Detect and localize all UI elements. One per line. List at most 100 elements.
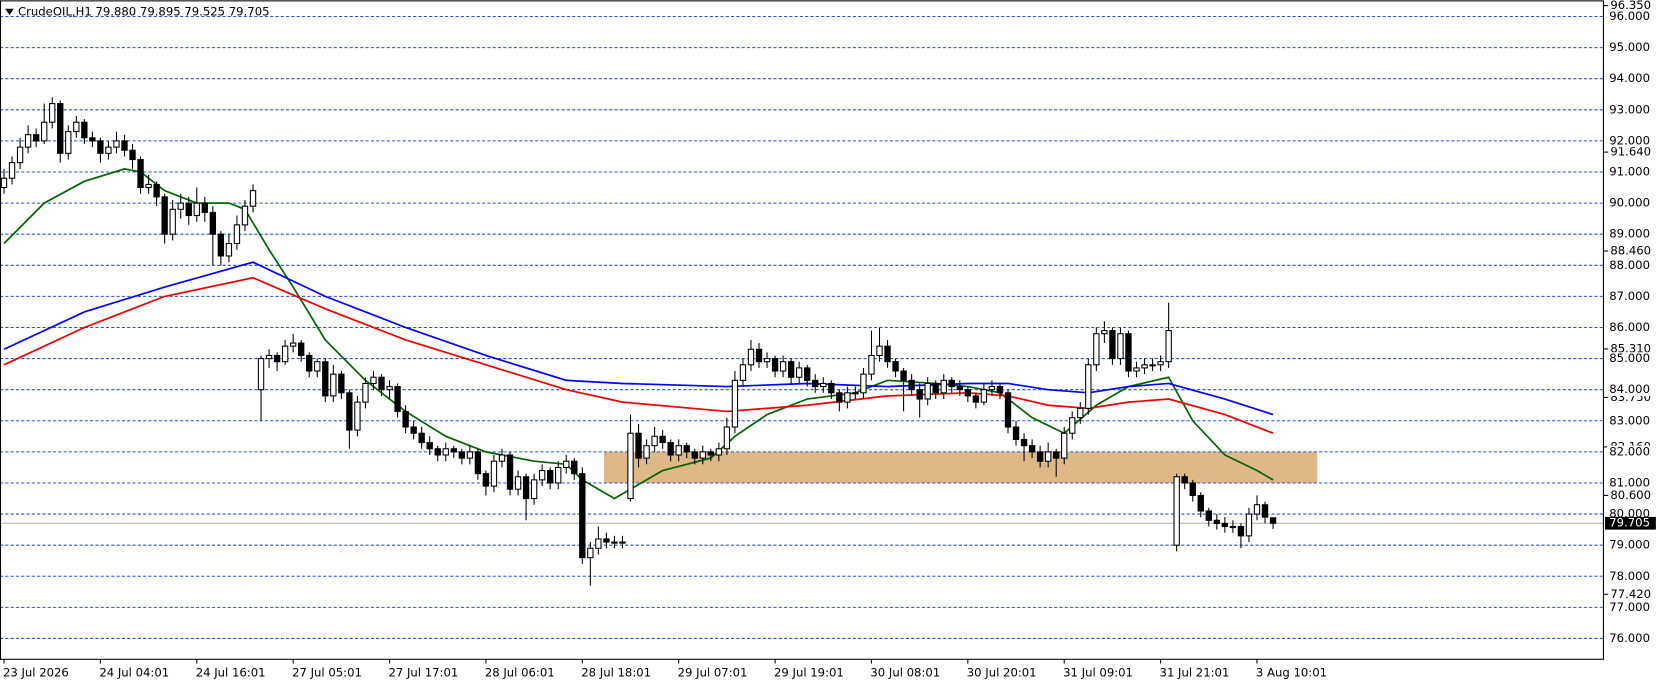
candle-body bbox=[1093, 333, 1100, 366]
hline-label-box bbox=[1607, 290, 1656, 303]
candle-body bbox=[579, 473, 586, 559]
candle-body bbox=[474, 451, 482, 475]
candle-body bbox=[1197, 494, 1204, 512]
x-tick-label: 29 Jul 07:01 bbox=[678, 666, 748, 680]
hline-label-box bbox=[1607, 414, 1656, 428]
candle-body bbox=[1004, 392, 1012, 428]
candle-body bbox=[241, 205, 249, 226]
candle-body bbox=[113, 140, 120, 148]
candle-body bbox=[1012, 426, 1020, 440]
hline-label-box bbox=[1607, 538, 1656, 552]
hline-label: 83.000 bbox=[1609, 413, 1650, 427]
candle-body bbox=[571, 460, 578, 475]
hline-label-box bbox=[1607, 445, 1656, 459]
candle-body bbox=[755, 348, 763, 363]
candle-body bbox=[1053, 451, 1060, 459]
candle-body bbox=[675, 445, 682, 456]
candle-body bbox=[1221, 522, 1229, 528]
candle-body bbox=[1253, 504, 1261, 515]
candle-body bbox=[940, 379, 947, 394]
candle-body bbox=[988, 386, 996, 391]
candle-body bbox=[410, 426, 417, 434]
moving-average bbox=[3, 261, 1274, 416]
candle-body bbox=[852, 392, 859, 395]
x-tick-label: 27 Jul 17:01 bbox=[388, 666, 458, 680]
candle-body bbox=[217, 233, 225, 257]
hline-label-box bbox=[1607, 134, 1656, 148]
candle-body bbox=[964, 389, 972, 397]
candle-body bbox=[354, 401, 361, 431]
candle-body bbox=[667, 442, 674, 456]
candle-body bbox=[506, 454, 514, 490]
candle-body bbox=[402, 410, 409, 428]
x-tick-label: 28 Jul 06:01 bbox=[485, 666, 555, 680]
candle-body bbox=[89, 137, 96, 142]
candle-body bbox=[1261, 504, 1269, 518]
hline-label: 89.000 bbox=[1609, 227, 1650, 241]
candle-body bbox=[763, 358, 771, 363]
x-tick-label: 30 Jul 20:01 bbox=[967, 666, 1037, 680]
x-tick-label: 24 Jul 16:01 bbox=[196, 666, 266, 680]
candle-body bbox=[426, 442, 433, 450]
candle-body bbox=[691, 451, 698, 459]
candle-body bbox=[225, 242, 233, 257]
candle-body bbox=[771, 358, 779, 372]
candle-body bbox=[980, 389, 988, 403]
hline-label-box bbox=[1607, 258, 1656, 272]
hline-label: 86.000 bbox=[1609, 320, 1650, 334]
y-tick-label: 96.350 bbox=[1610, 0, 1651, 12]
axis-layer: 96.35091.64088.46085.31083.75082.16080.6… bbox=[3, 0, 1656, 680]
candle-body bbox=[386, 386, 393, 391]
candle-body bbox=[627, 432, 634, 500]
hline-label-box bbox=[1607, 569, 1656, 583]
candle-body bbox=[145, 183, 152, 189]
candle-body bbox=[346, 392, 353, 431]
candle-body bbox=[996, 386, 1004, 394]
hline-label: 85.000 bbox=[1609, 351, 1650, 365]
candle-body bbox=[1020, 438, 1028, 447]
candle-body bbox=[876, 345, 883, 357]
hline-label: 95.000 bbox=[1609, 40, 1650, 54]
moving-average bbox=[3, 276, 1274, 435]
candle-body bbox=[185, 202, 192, 217]
candle-body bbox=[538, 470, 546, 481]
candle-body bbox=[587, 547, 594, 559]
x-tick-label: 31 Jul 21:01 bbox=[1160, 666, 1230, 680]
hline-label-box bbox=[1607, 321, 1656, 334]
candle-body bbox=[394, 386, 401, 412]
zone bbox=[603, 451, 1318, 483]
candle-body bbox=[715, 448, 723, 456]
candle-body bbox=[298, 342, 305, 357]
candle-body bbox=[956, 386, 963, 391]
candle-body bbox=[563, 460, 570, 468]
candle-body bbox=[828, 382, 835, 394]
candle-body bbox=[418, 432, 425, 444]
candle-body bbox=[314, 361, 321, 372]
candle-body bbox=[1069, 417, 1076, 434]
candle-body bbox=[1181, 476, 1188, 484]
candle-body bbox=[611, 541, 618, 544]
candle-body bbox=[482, 473, 490, 487]
candle-body bbox=[900, 370, 907, 381]
candle-body bbox=[338, 373, 345, 394]
last-price-box bbox=[1605, 516, 1656, 530]
candle-body bbox=[81, 121, 88, 139]
candle-body bbox=[362, 382, 369, 403]
candle-body bbox=[1157, 361, 1164, 366]
hline-label-box bbox=[1607, 601, 1656, 614]
candle-body bbox=[466, 451, 474, 459]
candle-body bbox=[249, 190, 257, 207]
candle-body bbox=[193, 202, 200, 217]
candle-body bbox=[65, 131, 72, 154]
candle-body bbox=[458, 451, 466, 459]
candle-body bbox=[1077, 407, 1084, 419]
hline-label: 93.000 bbox=[1609, 102, 1650, 116]
candle-body bbox=[522, 476, 530, 500]
hline-label-box bbox=[1607, 352, 1656, 365]
menu-arrow[interactable] bbox=[5, 8, 14, 16]
x-tick-label: 31 Jul 09:01 bbox=[1063, 666, 1133, 680]
candle-body bbox=[161, 196, 168, 235]
